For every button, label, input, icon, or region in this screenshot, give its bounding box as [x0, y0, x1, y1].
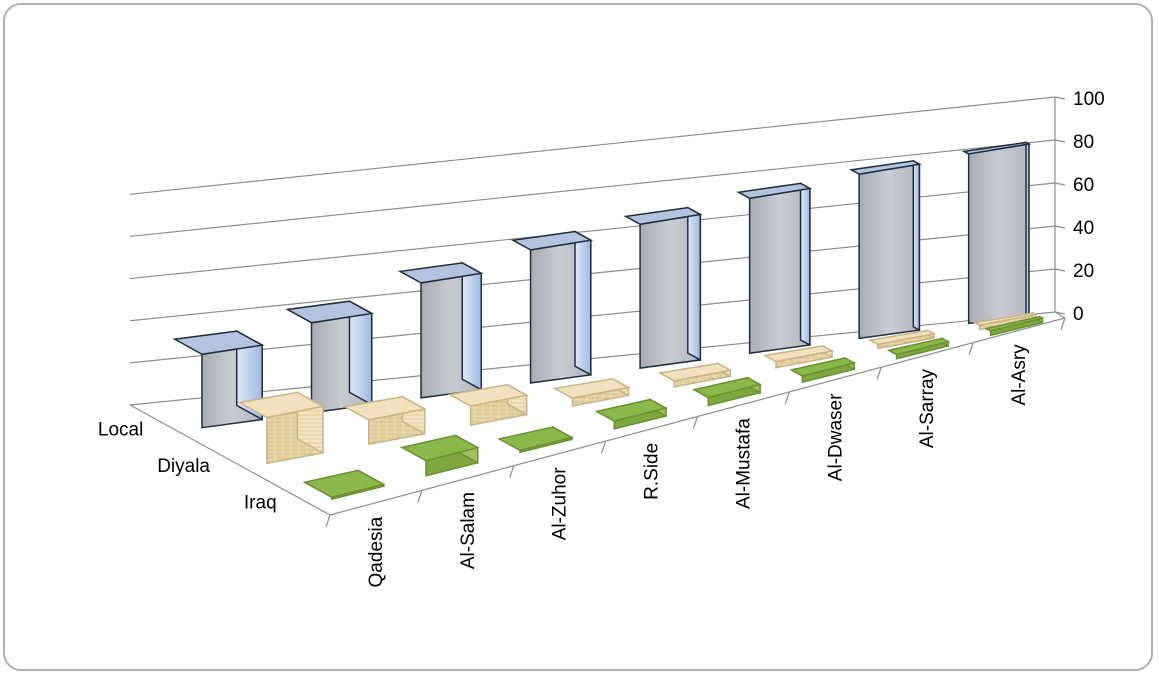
bar-iraq-qadesia	[302, 469, 386, 501]
y-tick-mark	[1054, 225, 1066, 229]
x-tick-label: Qadesia	[366, 516, 387, 587]
bar-local-al-dwaser	[736, 182, 813, 355]
x-tick-label: Al-Mustafa	[733, 418, 754, 509]
floor-edge	[1054, 311, 1066, 319]
gridline	[129, 139, 1056, 238]
x-tick-mark	[1060, 317, 1066, 331]
bar-diyala-al-zuhor	[447, 383, 529, 427]
x-tick-label: Al-Sarray	[917, 368, 938, 448]
bar-diyala-al-dwaser	[762, 344, 835, 369]
bar-local-al-sarray	[848, 159, 922, 340]
bar-local-al-mustafa	[623, 206, 703, 369]
bar-iraq-al-mustafa	[691, 376, 763, 407]
y-tick-label: 60	[1073, 175, 1094, 196]
x-tick-mark	[417, 490, 423, 503]
x-tick-mark	[968, 342, 974, 355]
bar-local-r-side	[510, 230, 594, 384]
axes	[129, 96, 1066, 528]
bar-iraq-al-sarray	[886, 337, 951, 360]
x-tick-label: Al-Zuhor	[550, 467, 571, 541]
bar-iraq-al-asry	[983, 315, 1045, 337]
x-tick-label: Al-Salam	[458, 492, 479, 569]
x-tick-mark	[784, 391, 790, 405]
y-tick-mark	[1054, 96, 1066, 100]
x-tick-mark	[509, 465, 515, 478]
x-tick-label: Al-Asry	[1009, 344, 1030, 406]
bars	[172, 141, 1045, 501]
bar-local-al-asry	[961, 141, 1032, 325]
x-tick-mark	[692, 416, 699, 429]
y-tick-label: 100	[1073, 89, 1105, 110]
x-tick-mark	[601, 440, 607, 454]
bar-local-qadesia	[172, 329, 265, 429]
series-label: Diyala	[157, 456, 210, 477]
y-tick-mark	[1054, 182, 1066, 186]
x-tick-mark	[876, 367, 882, 380]
bar-iraq-r-side	[594, 398, 668, 430]
bar-diyala-al-mustafa	[657, 362, 733, 388]
x-tick-label: Al-Dwaser	[825, 393, 846, 481]
y-tick-label: 80	[1073, 132, 1094, 153]
y-tick-label: 40	[1073, 218, 1094, 239]
y-tick-label: 20	[1073, 261, 1094, 282]
bar-iraq-al-dwaser	[789, 356, 857, 384]
x-tick-mark	[325, 514, 331, 528]
series-label: Local	[98, 419, 143, 440]
bar-local-al-zuhor	[397, 261, 484, 399]
labels: 0 20 40 60 80 100 Qadesia Al-Salam Al-Zuhor R.Sid…	[98, 89, 1105, 587]
bar-diyala-al-salam	[342, 395, 427, 446]
series-label: Iraq	[244, 493, 277, 514]
bar-diyala-qadesia	[237, 391, 326, 465]
x-tick-label: R.Side	[642, 443, 663, 500]
bar-diyala-al-sarray	[867, 329, 937, 350]
bar-iraq-al-zuhor	[497, 425, 574, 454]
bar-iraq-al-salam	[399, 434, 480, 477]
y-tick-mark	[1054, 139, 1066, 143]
y-tick-mark	[1054, 268, 1066, 272]
y-tick-label: 0	[1073, 304, 1084, 325]
bar-diyala-r-side	[552, 377, 631, 407]
gridline	[129, 96, 1056, 195]
